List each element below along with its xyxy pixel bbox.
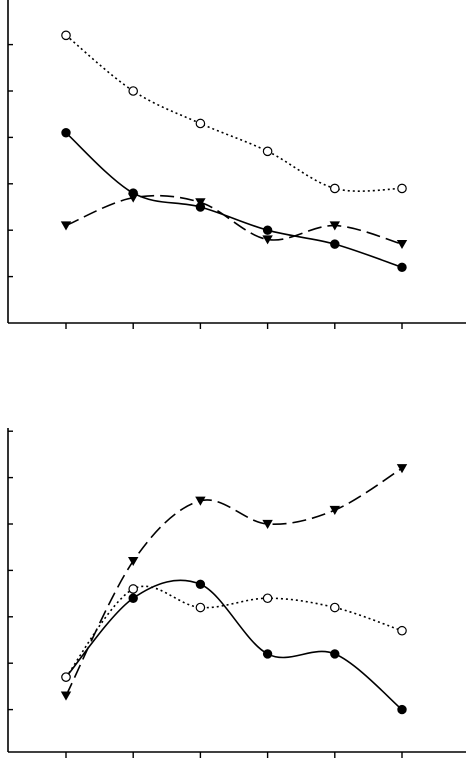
data-point-filled-circle bbox=[397, 704, 407, 715]
data-point-filled-circle bbox=[262, 225, 273, 235]
data-point-filled-triangle-down bbox=[396, 464, 408, 474]
data-point-filled-circle bbox=[128, 593, 138, 603]
data-point-filled-circle bbox=[195, 579, 206, 590]
data-point-filled-triangle-down bbox=[195, 198, 206, 208]
data-point-open-circle bbox=[195, 118, 206, 129]
data-point-filled-circle bbox=[61, 128, 71, 138]
series-line-filled-triangle-down bbox=[65, 467, 403, 697]
data-point-open-circle bbox=[128, 86, 138, 96]
data-point-open-circle bbox=[128, 584, 138, 594]
data-point-filled-triangle-down bbox=[329, 505, 340, 516]
data-point-filled-circle bbox=[330, 649, 340, 659]
series-line-filled-circle bbox=[65, 132, 403, 269]
data-point-filled-triangle-down bbox=[128, 556, 139, 567]
bottom-chart-panel bbox=[7, 428, 466, 758]
data-point-filled-triangle-down bbox=[262, 519, 273, 529]
data-point-filled-circle bbox=[330, 239, 340, 249]
series-line-open-circle bbox=[65, 34, 403, 192]
data-point-filled-triangle-down bbox=[60, 221, 72, 231]
data-point-open-circle bbox=[262, 146, 273, 157]
data-point-open-circle bbox=[329, 602, 340, 613]
data-point-filled-triangle-down bbox=[396, 239, 408, 250]
data-point-open-circle bbox=[397, 625, 407, 636]
data-point-open-circle bbox=[262, 593, 273, 604]
series-line-filled-triangle-down bbox=[65, 194, 403, 245]
data-point-filled-circle bbox=[397, 262, 407, 273]
top-chart-panel bbox=[7, 0, 466, 329]
data-point-open-circle bbox=[61, 30, 71, 41]
data-point-filled-circle bbox=[262, 649, 273, 659]
data-point-filled-triangle-down bbox=[60, 691, 72, 701]
series-line-open-circle bbox=[65, 585, 403, 678]
data-point-open-circle bbox=[329, 183, 340, 194]
data-point-open-circle bbox=[397, 183, 407, 194]
data-point-filled-triangle-down bbox=[128, 193, 139, 203]
series-line-filled-circle bbox=[65, 579, 403, 711]
data-point-filled-triangle-down bbox=[195, 496, 206, 506]
data-point-open-circle bbox=[195, 602, 206, 613]
data-point-open-circle bbox=[61, 672, 71, 682]
data-point-filled-triangle-down bbox=[262, 235, 273, 245]
data-point-filled-triangle-down bbox=[329, 221, 340, 231]
